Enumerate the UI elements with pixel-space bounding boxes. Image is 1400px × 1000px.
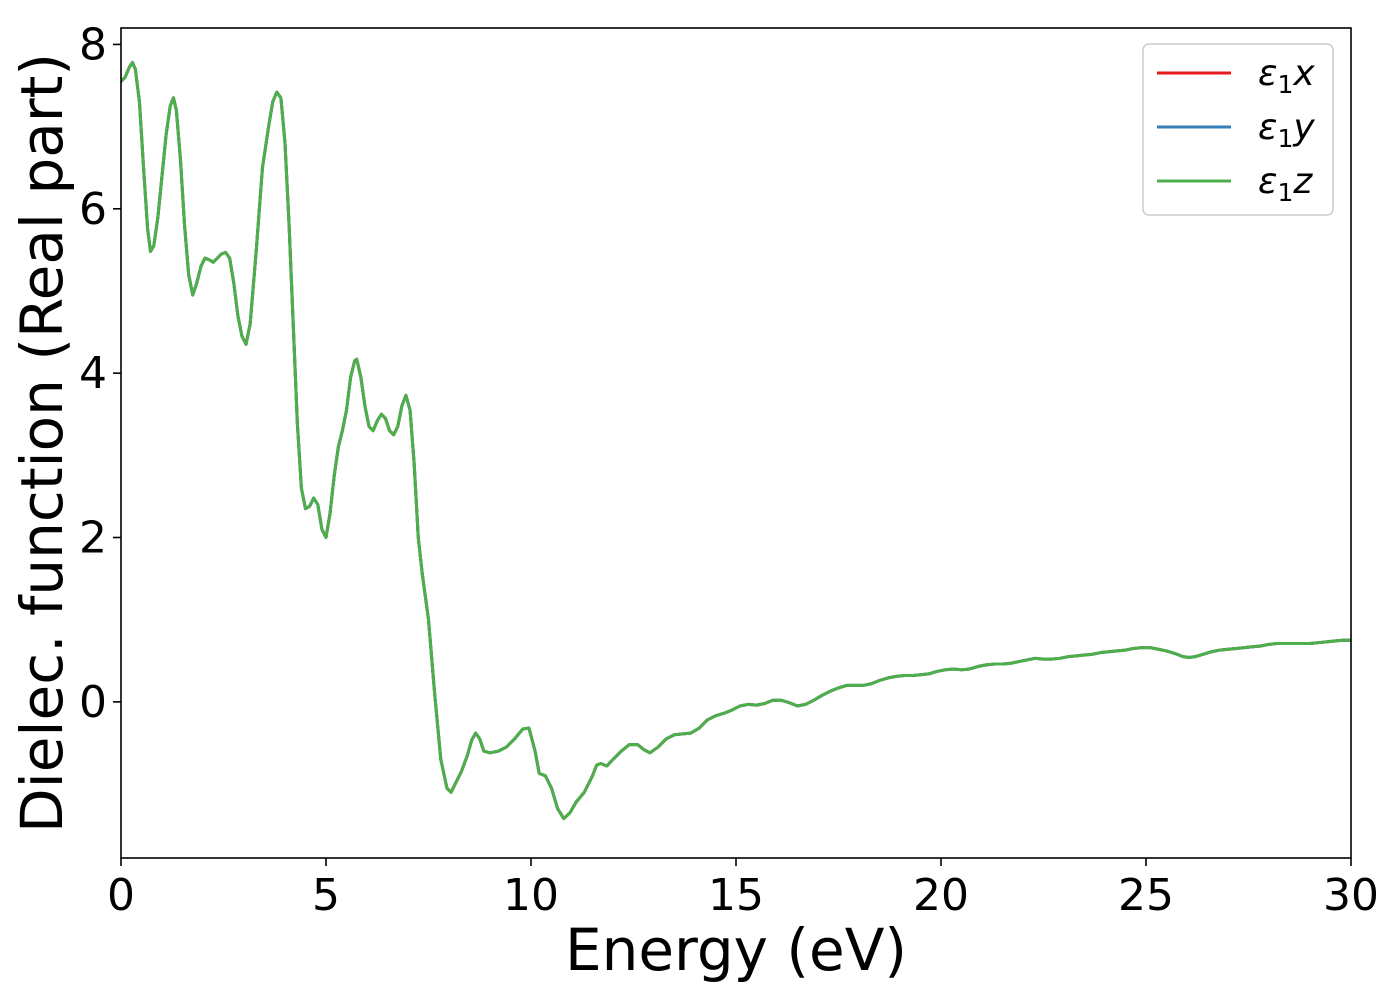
x-tick-label: 15 (708, 870, 764, 921)
x-axis: 0 5 10 15 20 25 30 (107, 858, 1379, 921)
x-axis-title: Energy (eV) (565, 916, 907, 984)
series-layer (121, 61, 1351, 821)
y-tick-label: 6 (79, 184, 107, 235)
x-tick-label: 10 (503, 870, 559, 921)
y-tick-label: 0 (79, 677, 107, 728)
x-tick-label: 30 (1323, 870, 1379, 921)
y-tick-label: 8 (79, 19, 107, 70)
y-axis: 0 2 4 6 8 (79, 19, 121, 728)
y-tick-label: 4 (79, 348, 107, 399)
legend: ε1x ε1y ε1z (1142, 43, 1334, 216)
x-tick-label: 0 (107, 870, 135, 921)
y-tick-label: 2 (79, 513, 107, 564)
legend-label-x: ε1x (1258, 53, 1315, 99)
legend-label-y: ε1y (1258, 107, 1315, 153)
y-axis-title: Dielec. function (Real part) (8, 53, 76, 833)
x-tick-label: 20 (913, 870, 969, 921)
legend-label-z: ε1z (1258, 161, 1313, 207)
x-tick-label: 25 (1118, 870, 1174, 921)
legend-box (1142, 43, 1334, 216)
series-line-z (121, 61, 1351, 821)
x-tick-label: 5 (312, 870, 340, 921)
